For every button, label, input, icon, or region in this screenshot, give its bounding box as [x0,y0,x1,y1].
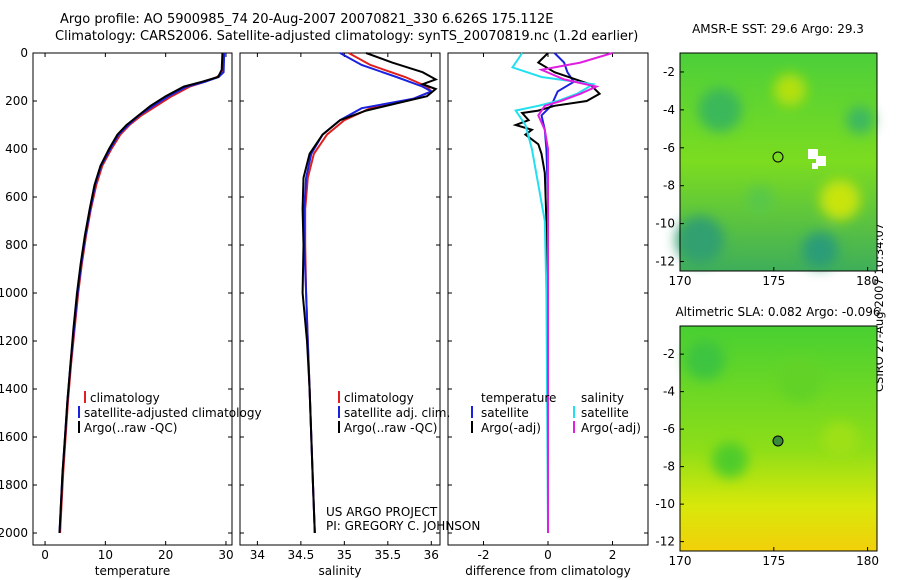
sst_map-ytick-label: -4 [663,103,675,117]
depth-tick-label: 1000 [0,286,28,300]
sst-map [676,53,877,271]
difference-chart: -2 0 2 difference from climatology [448,52,648,578]
sla-patches [685,340,858,478]
depth-tick-label: 1400 [0,382,28,396]
sst-missing-data [808,149,818,159]
legend-temp-satellite: satellite-adjusted climatology [84,406,262,420]
temperature-series-climatology [59,52,225,534]
difference-xlabel: difference from climatology [465,564,631,578]
depth-tick-label: 800 [5,238,28,252]
temperature-chart: 0 10 20 30 temperature 0 200 400 600 800 1000 1200 1… [0,46,234,578]
sst_map-axes: 170 175 180 -2 -4 -6 -8 -10 -12 [655,52,879,288]
sst_map-ytick-label: -8 [663,179,675,193]
depth-tick-label: 600 [5,190,28,204]
legend-temp-argo: Argo(..raw -QC) [84,421,177,435]
sst-map-title: AMSR-E SST: 29.6 Argo: 29.3 [692,22,864,36]
header-line-2: Climatology: CARS2006. Satellite-adjuste… [55,29,639,44]
salinity-xtick-label: 35.5 [374,548,401,562]
sla_map-xtick-label: 175 [762,554,785,568]
temperature-xtick-label: 10 [98,548,113,562]
temperature-series-satellite [58,52,226,534]
salinity-xtick-label: 36 [424,548,439,562]
sla-argo-marker [772,435,784,447]
legend-diff-sal-satellite: satellite [581,406,629,420]
sla_map-axes: 170 175 180 -2 -4 -6 -8 -10 -12 [655,325,879,568]
difference-series-temperature-argo-adj- [512,52,602,533]
sla-map-title: Altimetric SLA: 0.082 Argo: -0.096 [675,305,880,319]
sst_map-xtick-label: 180 [856,274,879,288]
depth-tick-label: 1800 [0,478,28,492]
sla_map-ytick-label: -12 [655,535,675,549]
depth-tick-label: 1600 [0,430,28,444]
temperature-xtick-label: 0 [41,548,49,562]
legend-diff-temp-argo: Argo(-adj) [481,421,541,435]
sla_map-xtick-label: 180 [856,554,879,568]
difference-xtick-label: 0 [544,548,552,562]
depth-tick-label: 0 [20,46,28,60]
difference-xtick-label: 2 [609,548,617,562]
sla_map-ytick-label: -4 [663,385,675,399]
difference-xtick-label: -2 [477,548,489,562]
sla_map-ytick-label: -8 [663,460,675,474]
salinity-xtick-label: 34 [250,548,265,562]
legend-diff-temperature: temperature [481,391,556,405]
legend-temp-climatology: climatology [90,391,160,405]
sst-argo-marker [772,151,784,163]
sst_map-xtick-label: 170 [669,274,692,288]
difference-series-salinity-satellite [510,52,597,534]
depth-tick-label: 200 [5,94,28,108]
temperature-legend: climatology satellite-adjusted climatolo… [78,391,262,435]
salinity-xlabel: salinity [318,564,361,578]
sla_map-frame [679,325,878,552]
salinity-chart: 34 34.5 35 35.5 36 salinity [240,52,440,578]
legend-diff-sal-argo: Argo(-adj) [581,421,641,435]
sst-patches [676,74,874,268]
sla_map-xtick-label: 170 [669,554,692,568]
legend-sal-argo: Argo(..raw -QC) [344,421,437,435]
salinity-series-satellite [303,52,434,534]
temperature-frame [32,52,233,546]
sst_map-ytick-label: -2 [663,65,675,79]
salinity-frame [239,52,441,546]
salinity-xtick-label: 35 [337,548,352,562]
difference-legend: temperature satellite Argo(-adj) salinit… [471,391,641,435]
salinity-series-climatology [304,52,433,534]
legend-sal-satellite: satellite adj. clim. [344,406,450,420]
salinity-xtick-label: 34.5 [288,548,315,562]
legend-sal-climatology: climatology [344,391,414,405]
sst_map-ytick-label: -10 [655,217,675,231]
credit: US ARGO PROJECT PI: GREGORY C. JOHNSON [326,505,480,533]
difference-series-salinity-argo-adj- [537,52,613,533]
salinity-series-argo-raw-qc- [301,52,439,534]
sla-map [680,326,877,551]
salinity-legend: climatology satellite adj. clim. Argo(..… [338,391,450,435]
header-line-1: Argo profile: AO 5900985_74 20-Aug-2007 … [60,12,554,27]
sst_map-ytick-label: -12 [655,255,675,269]
temperature-xtick-label: 20 [158,548,173,562]
depth-tick-label: 400 [5,142,28,156]
sst_map-ytick-label: -6 [663,141,675,155]
temperature-xlabel: temperature [95,564,170,578]
depth-tick-label: 2000 [0,526,28,540]
sla_map-ytick-label: -6 [663,422,675,436]
map-titles: AMSR-E SST: 29.6 Argo: 29.3 Altimetric S… [675,22,880,319]
sst_map-xtick-label: 175 [762,274,785,288]
legend-diff-temp-satellite: satellite [481,406,529,420]
sla_map-ytick-label: -10 [655,497,675,511]
sla_map-ytick-label: -2 [663,347,675,361]
credit-line-2: PI: GREGORY C. JOHNSON [326,519,480,533]
temperature-series-argo-raw-qc- [58,52,224,534]
depth-tick-label: 1200 [0,334,28,348]
sst_map-frame [679,52,878,272]
credit-line-1: US ARGO PROJECT [326,505,438,519]
legend-diff-salinity: salinity [581,391,624,405]
temperature-xtick-label: 30 [218,548,233,562]
